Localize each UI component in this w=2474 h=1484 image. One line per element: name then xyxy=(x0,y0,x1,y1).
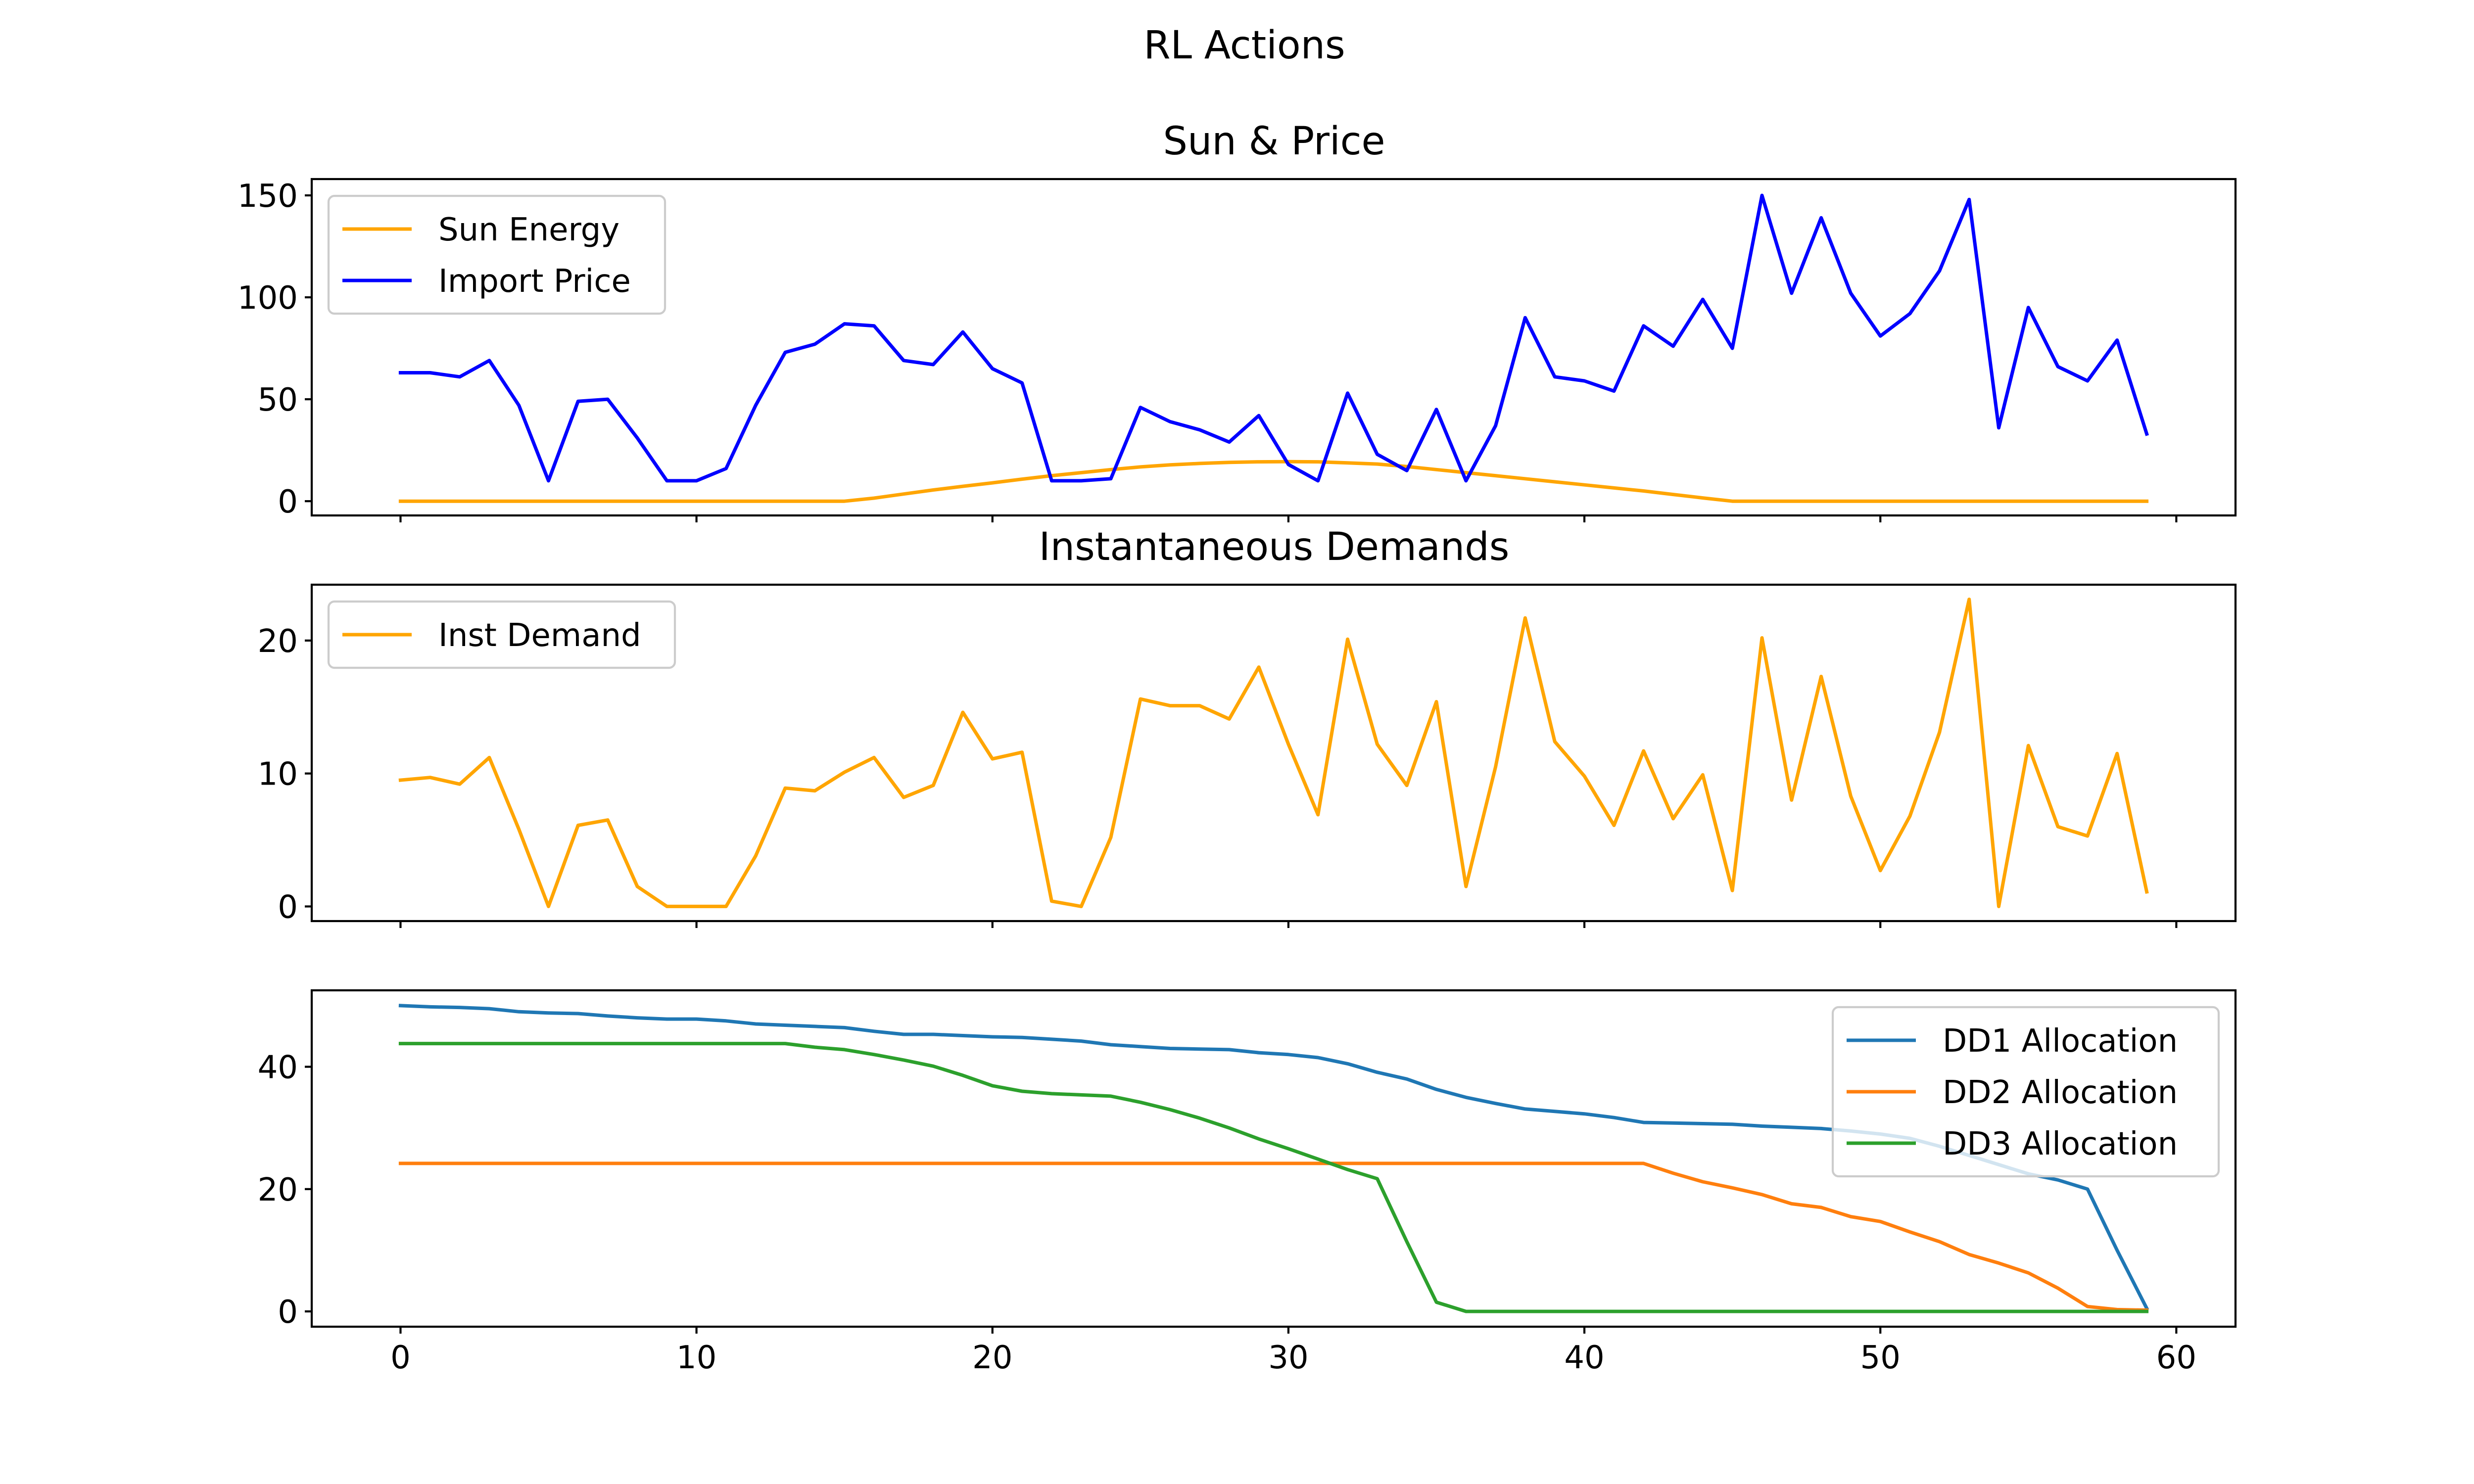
instantaneous-demands-panel: Instantaneous Demands 0 10 20 Inst Demand xyxy=(258,525,2237,928)
legend: Inst Demand xyxy=(327,600,676,669)
x-tick-label: 30 xyxy=(1268,1340,1308,1376)
legend-label: DD2 Allocation xyxy=(1943,1074,2178,1111)
sun-price-panel: Sun & Price 0 50 100 150 Sun Energy Import Pr… xyxy=(238,119,2237,522)
series-line-dd3-allocation xyxy=(398,1042,2149,1313)
series-line-inst-demand xyxy=(398,598,2149,908)
y-tick-label: 0 xyxy=(278,484,298,520)
legend: DD1 Allocation DD2 Allocation DD3 Allocati… xyxy=(1831,1006,2220,1178)
figure-title: RL Actions xyxy=(1143,23,1345,68)
legend-box xyxy=(1831,1006,2220,1178)
axes-frame xyxy=(310,583,2237,923)
panel-title: Sun & Price xyxy=(1163,119,1385,164)
allocation-panel: 0 10 20 30 40 50 60 0 20 40 DD1 Allocation DD2 Allo… xyxy=(258,989,2237,1376)
y-tick-label: 40 xyxy=(258,1050,298,1086)
y-tick-label: 0 xyxy=(278,1294,298,1331)
series-line-import-price xyxy=(398,193,2149,483)
legend-label: Import Price xyxy=(438,263,631,300)
x-tick-label: 40 xyxy=(1564,1340,1604,1376)
legend: Sun Energy Import Price xyxy=(327,194,666,315)
legend-label: DD1 Allocation xyxy=(1943,1023,2178,1060)
legend-box xyxy=(327,600,676,669)
x-tick-label: 50 xyxy=(1860,1340,1900,1376)
legend-label: DD3 Allocation xyxy=(1943,1126,2178,1162)
legend-label: Sun Energy xyxy=(438,212,619,248)
series-line-sun-energy xyxy=(398,460,2149,503)
y-tick-label: 10 xyxy=(258,756,298,793)
y-tick-label: 50 xyxy=(258,382,298,418)
x-tick-label: 0 xyxy=(390,1340,411,1376)
series-line-dd2-allocation xyxy=(398,1161,2149,1312)
legend-label: Inst Demand xyxy=(438,617,641,654)
x-tick-label: 20 xyxy=(972,1340,1012,1376)
axes-frame xyxy=(310,178,2237,517)
x-tick-label: 10 xyxy=(676,1340,716,1376)
y-tick-label: 150 xyxy=(238,178,298,215)
y-tick-label: 20 xyxy=(258,1172,298,1208)
panel-title: Instantaneous Demands xyxy=(1039,525,1510,569)
y-tick-label: 0 xyxy=(278,889,298,926)
x-tick-label: 60 xyxy=(2156,1340,2196,1376)
y-tick-label: 20 xyxy=(258,623,298,660)
y-tick-label: 100 xyxy=(238,280,298,317)
legend-box xyxy=(327,194,666,315)
axes-frame xyxy=(310,989,2237,1328)
